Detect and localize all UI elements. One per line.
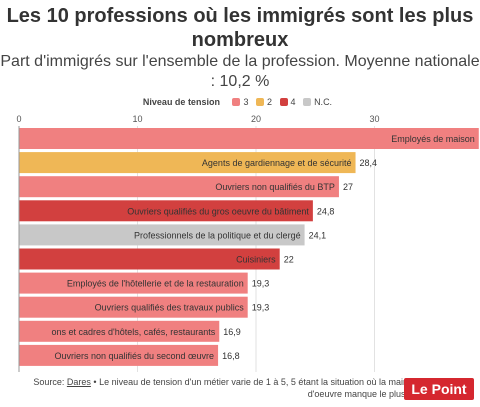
bar (19, 200, 313, 222)
bar (19, 152, 356, 174)
legend: Niveau de tension 3 2 4 N.C. (0, 97, 480, 107)
x-tick-label: 20 (251, 114, 261, 124)
bar (19, 296, 248, 318)
bar-value-label: 27 (343, 182, 353, 192)
chart-title: Les 10 professions où les immigrés sont … (6, 5, 474, 51)
legend-label-nc: N.C. (314, 97, 333, 107)
bar (19, 176, 339, 198)
bar-category-label: Employés de l'hôtellerie et de la restau… (67, 279, 244, 289)
bar-category-label: Ouvriers non qualifiés du BTP (215, 182, 335, 192)
legend-label-4: 4 (290, 97, 296, 107)
legend-swatch-2 (256, 98, 264, 106)
bar-value-label: 28,4 (360, 158, 378, 168)
footer: Source: Dares • Le niveau de tension d'u… (8, 376, 408, 400)
x-tick-label: 10 (132, 114, 142, 124)
bar-category-label: Agents de gardiennage et de sécurité (202, 158, 352, 168)
bar (19, 272, 248, 294)
bar (19, 320, 220, 342)
legend-item-2: 2 (256, 97, 272, 107)
bar-value-label: 16,8 (222, 351, 240, 361)
bar (19, 344, 219, 366)
bar-value-label: 19,3 (252, 303, 270, 313)
footer-note: • Le niveau de tension d'un métier varie… (93, 377, 408, 399)
legend-item-3: 3 (232, 97, 248, 107)
bar-category-label: Professionnels de la politique et du cle… (134, 230, 301, 240)
bar-category-label: Cuisiniers (236, 255, 276, 265)
legend-label-3: 3 (243, 97, 249, 107)
bar (19, 224, 305, 246)
bar-value-label: 24,8 (317, 206, 335, 216)
legend-item-nc: N.C. (303, 97, 332, 107)
bar-category-label: Ouvriers non qualifiés du second œuvre (54, 351, 214, 361)
bar (19, 248, 280, 270)
legend-item-4: 4 (279, 97, 296, 107)
source-label: Source: (33, 377, 65, 387)
bar-category-label: ons et cadres d'hôtels, cafés, restauran… (51, 327, 215, 337)
bar-value-label: 19,3 (252, 279, 270, 289)
bar-value-label: 22 (284, 255, 294, 265)
chart-subtitle: Part d'immigrés sur l'ensemble de la pro… (0, 53, 480, 90)
bar (19, 128, 479, 149)
bar-category-label: Employés de maison (391, 134, 475, 144)
source-link[interactable]: Dares (66, 377, 91, 387)
x-tick-label: 30 (369, 114, 379, 124)
x-tick-label: 0 (16, 114, 21, 124)
legend-swatch-3 (232, 98, 241, 106)
legend-title: Niveau de tension (142, 97, 220, 107)
legend-label-2: 2 (267, 97, 273, 107)
le-point-logo: Le Point (404, 378, 474, 400)
legend-swatch-nc (303, 98, 312, 106)
bar-category-label: Ouvriers qualifiés du gros oeuvre du bât… (127, 206, 309, 216)
legend-swatch-4 (279, 98, 288, 106)
bar-category-label: Ouvriers qualifiés des travaux publics (95, 303, 245, 313)
bar-value-label: 16,9 (223, 327, 241, 337)
bar-value-label: 24,1 (309, 230, 327, 240)
